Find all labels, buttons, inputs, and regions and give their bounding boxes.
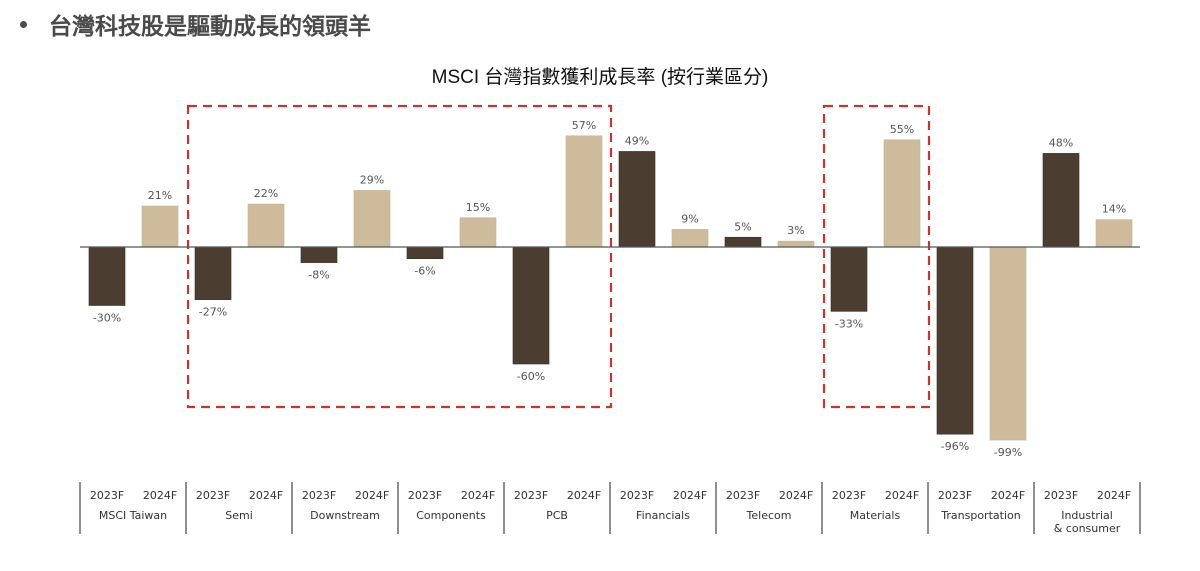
x-tick-label: 2023F	[514, 489, 548, 502]
bar-2023f-6	[618, 151, 656, 248]
x-tick-label: 2024F	[249, 489, 283, 502]
x-tick-label: 2023F	[726, 489, 760, 502]
bar-2023f-7	[724, 236, 762, 248]
data-label: 55%	[890, 123, 914, 136]
category-label: PCB	[546, 509, 568, 522]
bar-2024f-6	[671, 229, 709, 248]
bar-2023f-4	[406, 246, 444, 259]
category-label: & consumer	[1054, 522, 1121, 535]
category-label: Telecom	[746, 509, 792, 522]
category-label: Downstream	[310, 509, 380, 522]
data-label: -99%	[994, 446, 1022, 459]
x-tick-label: 2024F	[885, 489, 919, 502]
bar-2023f-3	[300, 246, 338, 263]
bar-2023f-2	[194, 246, 232, 300]
headline: 台灣科技股是驅動成長的領頭羊	[14, 6, 371, 42]
data-label: 48%	[1049, 136, 1073, 149]
bar-2024f-9	[989, 246, 1027, 441]
category-label: MSCI Taiwan	[99, 509, 167, 522]
x-tick-label: 2024F	[779, 489, 813, 502]
bar-2024f-5	[565, 135, 603, 248]
x-tick-label: 2023F	[1044, 489, 1078, 502]
data-label: -6%	[414, 265, 435, 278]
headline-text: 台灣科技股是驅動成長的領頭羊	[49, 14, 371, 40]
data-label: -8%	[308, 269, 329, 282]
bar-2024f-2	[247, 203, 285, 248]
bar-2023f-9	[936, 246, 974, 435]
data-label: -60%	[517, 370, 545, 383]
data-label: 3%	[787, 224, 804, 237]
data-label: 22%	[254, 187, 278, 200]
data-label: -96%	[941, 440, 969, 453]
data-label: 57%	[572, 119, 596, 132]
category-label: Transportation	[940, 509, 1020, 522]
category-label: Financials	[636, 509, 690, 522]
data-label: 49%	[625, 134, 649, 147]
category-label: Semi	[225, 509, 253, 522]
x-tick-label: 2023F	[832, 489, 866, 502]
highlight-box-1	[186, 104, 613, 409]
bar-2023f-10	[1042, 153, 1080, 248]
bar-2024f-3	[353, 190, 391, 248]
x-tick-label: 2024F	[143, 489, 177, 502]
x-tick-label: 2023F	[302, 489, 336, 502]
data-label: -27%	[199, 306, 227, 319]
bar-2024f-4	[459, 217, 497, 248]
x-tick-label: 2023F	[938, 489, 972, 502]
data-label: 15%	[466, 201, 490, 214]
category-label: Industrial	[1061, 509, 1113, 522]
bar-2023f-8	[830, 246, 868, 312]
data-label: 29%	[360, 173, 384, 186]
x-tick-label: 2023F	[196, 489, 230, 502]
bar-2024f-8	[883, 139, 921, 248]
data-label: 14%	[1102, 203, 1126, 216]
x-tick-label: 2024F	[461, 489, 495, 502]
bar-2023f-5	[512, 246, 550, 365]
x-tick-label: 2024F	[567, 489, 601, 502]
x-tick-label: 2023F	[90, 489, 124, 502]
bar-2024f-7	[777, 240, 815, 248]
bar-2024f-10	[1095, 219, 1133, 248]
data-label: -33%	[835, 317, 863, 330]
bar-2023f-1	[88, 246, 126, 306]
x-tick-label: 2024F	[1097, 489, 1131, 502]
data-label: 5%	[734, 220, 751, 233]
data-label: 9%	[681, 212, 698, 225]
category-label: Materials	[850, 509, 901, 522]
category-label: Components	[416, 509, 486, 522]
data-label: -30%	[93, 312, 121, 325]
bullet-icon	[20, 20, 27, 28]
x-tick-label: 2024F	[355, 489, 389, 502]
x-tick-label: 2024F	[673, 489, 707, 502]
chart-title: MSCI 台灣指數獲利成長率 (按行業區分)	[431, 67, 769, 88]
x-tick-label: 2023F	[620, 489, 654, 502]
highlight-box-2	[822, 104, 931, 409]
x-tick-label: 2023F	[408, 489, 442, 502]
x-tick-label: 2024F	[991, 489, 1025, 502]
bar-2024f-1	[141, 205, 179, 248]
data-label: 21%	[148, 189, 172, 202]
